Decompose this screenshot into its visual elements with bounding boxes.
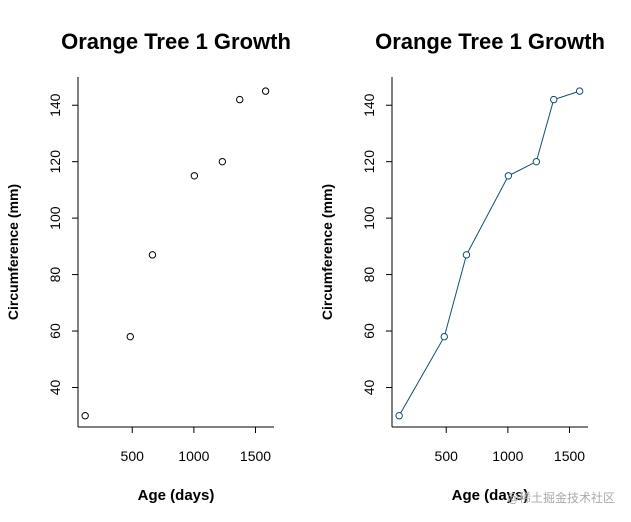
data-point (261, 87, 270, 95)
y-tick-label: 100 (361, 206, 377, 230)
x-tick-label: 1000 (178, 448, 209, 464)
y-tick-label: 60 (361, 323, 377, 339)
x-tick-label: 500 (435, 448, 459, 464)
y-tick-label: 80 (47, 267, 63, 283)
y-tick-label: 140 (361, 93, 377, 117)
data-marks (81, 87, 270, 420)
data-point (81, 412, 89, 420)
y-tick-label: 120 (47, 150, 63, 174)
chart-title: Orange Tree 1 Growth (375, 29, 605, 54)
x-axis-label: Age (days) (138, 487, 215, 504)
line-panel: Orange Tree 1 Growth Circumference (mm) … (319, 29, 605, 504)
y-tick-label: 140 (47, 93, 63, 117)
watermark: @稀土掘金技术社区 (506, 491, 615, 505)
y-axis-label: Circumference (mm) (5, 184, 21, 320)
data-point (236, 95, 244, 104)
x-tick-label: 1500 (554, 448, 585, 464)
y-axis-label: Circumference (mm) (319, 184, 335, 320)
x-tick-label: 1500 (240, 448, 271, 464)
axes: 40 60 80 100 120 140 500 1000 1500 (47, 77, 274, 464)
y-tick-label: 40 (361, 379, 377, 395)
y-tick-label: 80 (361, 267, 377, 283)
data-point (550, 95, 558, 104)
axes: 40 60 80 100 120 140 500 1000 1500 (361, 77, 588, 464)
data-point (148, 251, 157, 259)
y-tick-label: 100 (47, 206, 63, 230)
y-tick-label: 60 (47, 323, 63, 339)
data-point (504, 172, 513, 180)
data-point (126, 332, 134, 341)
data-marks (395, 87, 584, 420)
y-tick-label: 120 (361, 150, 377, 174)
data-point (532, 157, 541, 166)
x-axis-label: Age (days) (452, 487, 529, 504)
data-point (218, 157, 227, 166)
chart-title: Orange Tree 1 Growth (61, 29, 291, 54)
scatter-panel: Orange Tree 1 Growth Circumference (mm) … (5, 29, 291, 504)
data-point (190, 172, 199, 180)
data-point (575, 87, 584, 95)
data-point (462, 251, 471, 259)
data-point (395, 412, 403, 420)
series-line (398, 90, 580, 416)
y-tick-label: 40 (47, 379, 63, 395)
x-tick-label: 500 (121, 448, 145, 464)
x-tick-label: 1000 (492, 448, 523, 464)
data-point (440, 332, 448, 341)
